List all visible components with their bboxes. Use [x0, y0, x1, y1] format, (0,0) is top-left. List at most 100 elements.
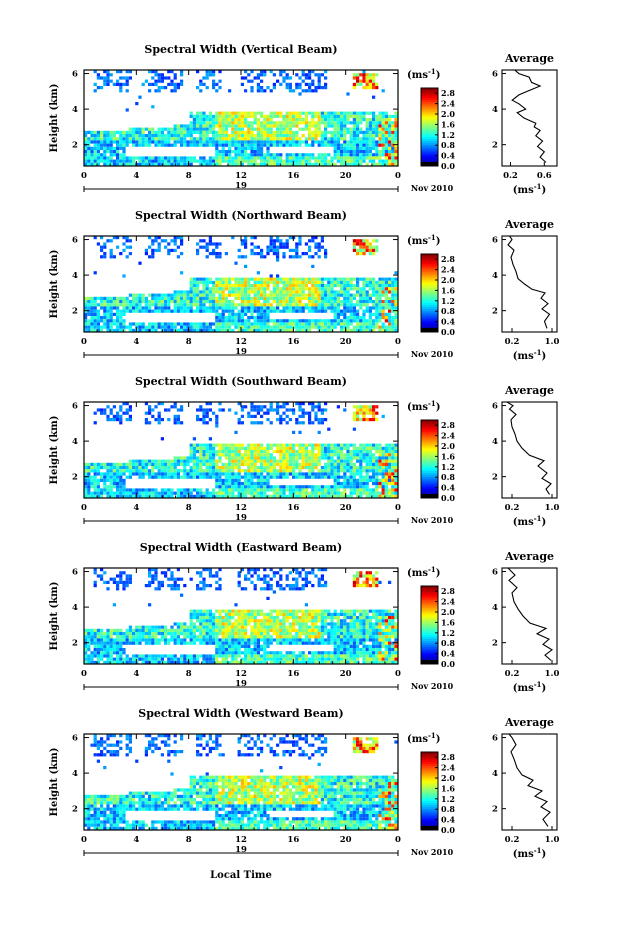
colorbar-swatch [421, 117, 438, 120]
colorbar-swatch [421, 423, 438, 427]
colorbar-swatch [421, 460, 438, 464]
x-tick-label: 12 [235, 503, 247, 513]
colorbar-swatch [421, 109, 438, 112]
colorbar-tick-label: 2.8 [441, 88, 455, 98]
colorbar-swatch [421, 261, 438, 265]
day-label: 19 [235, 347, 247, 357]
colorbar-swatch [421, 640, 438, 643]
colorbar-swatch [421, 316, 438, 319]
x-tick-label: 8 [186, 669, 192, 679]
colorbar-swatch [421, 254, 438, 257]
average-y-tick-label: 6 [492, 402, 498, 412]
colorbar-swatch [421, 93, 438, 97]
x-tick-label: 0 [395, 171, 401, 181]
average-title: Average [504, 716, 554, 729]
colorbar-unit: (ms-1) [407, 731, 440, 745]
colorbar-tick-label: 2.8 [441, 752, 455, 762]
colorbar-swatch [421, 420, 438, 423]
colorbar-swatch [421, 289, 438, 292]
y-tick-label: 6 [72, 568, 78, 578]
colorbar-swatch [421, 304, 438, 307]
colorbar-swatch [421, 603, 438, 606]
colorbar-swatch [421, 642, 438, 645]
colorbar-swatch [421, 134, 438, 138]
colorbar-swatch [421, 265, 438, 268]
colorbar-tick-label: 0.4 [441, 151, 455, 161]
heatmap-cells [84, 568, 398, 664]
colorbar-tick-label: 2.4 [441, 597, 455, 607]
average-y-tick-label: 4 [492, 271, 498, 281]
y-tick-label: 2 [72, 141, 78, 151]
colorbar-swatch [421, 259, 438, 263]
average-x-tick-label: 0.2 [505, 503, 520, 513]
colorbar-swatch [421, 152, 438, 155]
colorbar-swatch [421, 136, 438, 139]
average-title: Average [504, 218, 554, 231]
colorbar-swatch [421, 607, 438, 610]
colorbar-swatch [421, 257, 438, 261]
colorbar-swatch [421, 480, 438, 483]
average-frame [501, 235, 558, 333]
colorbar-swatch [421, 281, 438, 284]
colorbar-swatch [421, 127, 438, 130]
colorbar-swatch [421, 103, 438, 106]
x-tick-label: 0 [81, 503, 87, 513]
x-tick-label: 4 [133, 835, 139, 845]
beam-panel-2: Spectral Width (Southward Beam) 2 4 6 Height… [49, 375, 559, 528]
colorbar-swatch [421, 654, 438, 657]
colorbar-swatch [421, 326, 438, 329]
colorbar-swatch [421, 775, 438, 778]
colorbar-tick-label: 2.0 [441, 441, 455, 451]
colorbar-tick-label: 1.6 [441, 617, 455, 627]
average-y-tick-label: 2 [492, 141, 498, 151]
colorbar-tick-label: 1.6 [441, 285, 455, 295]
y-axis-label: Height (km) [49, 748, 60, 817]
colorbar-swatch [421, 589, 438, 593]
colorbar-swatch [421, 293, 438, 296]
colorbar-tick-label: 1.2 [441, 462, 455, 472]
colorbar-swatch [421, 794, 438, 798]
colorbar-tick-label: 0.4 [441, 317, 455, 327]
colorbar-swatch [421, 449, 438, 452]
colorbar-swatch [421, 429, 438, 432]
date-label: Nov 2010 [411, 681, 454, 691]
colorbar-swatch [421, 779, 438, 782]
colorbar-swatch [421, 484, 438, 487]
x-tick-label: 0 [81, 337, 87, 347]
colorbar-swatch [421, 322, 438, 325]
average-frame [501, 567, 558, 665]
colorbar-swatch [421, 441, 438, 444]
colorbar-swatch [421, 617, 438, 620]
colorbar-swatch [421, 255, 438, 259]
colorbar-swatch [421, 154, 438, 157]
colorbar-swatch [421, 97, 438, 100]
x-tick-label: 0 [395, 503, 401, 513]
average-xlabel: (ms-1) [513, 348, 546, 362]
average-profile-line [506, 401, 552, 495]
colorbar-zero-band [421, 162, 438, 166]
colorbar-swatch [421, 798, 438, 802]
x-tick-label: 20 [340, 835, 352, 845]
day-label: 19 [235, 679, 247, 689]
colorbar-tick-label: 0.8 [441, 140, 455, 150]
y-tick-label: 2 [72, 639, 78, 649]
x-tick-label: 20 [340, 171, 352, 181]
y-tick-label: 4 [72, 271, 78, 281]
average-y-tick-label: 6 [492, 236, 498, 246]
colorbar-tick-label: 0.0 [441, 825, 455, 835]
colorbar-swatch [421, 425, 438, 429]
y-axis-label: Height (km) [49, 416, 60, 485]
x-tick-label: 0 [81, 835, 87, 845]
colorbar-swatch [421, 623, 438, 626]
colorbar-tick-label: 0.4 [441, 649, 455, 659]
colorbar-swatch [421, 753, 438, 757]
colorbar-swatch [421, 789, 438, 792]
colorbar-tick-label: 1.2 [441, 794, 455, 804]
colorbar-swatch [421, 818, 438, 821]
colorbar-swatch [421, 144, 438, 147]
x-tick-label: 20 [340, 337, 352, 347]
colorbar-tick-label: 2.8 [441, 586, 455, 596]
colorbar-swatch [421, 123, 438, 126]
colorbar-swatch [421, 613, 438, 616]
